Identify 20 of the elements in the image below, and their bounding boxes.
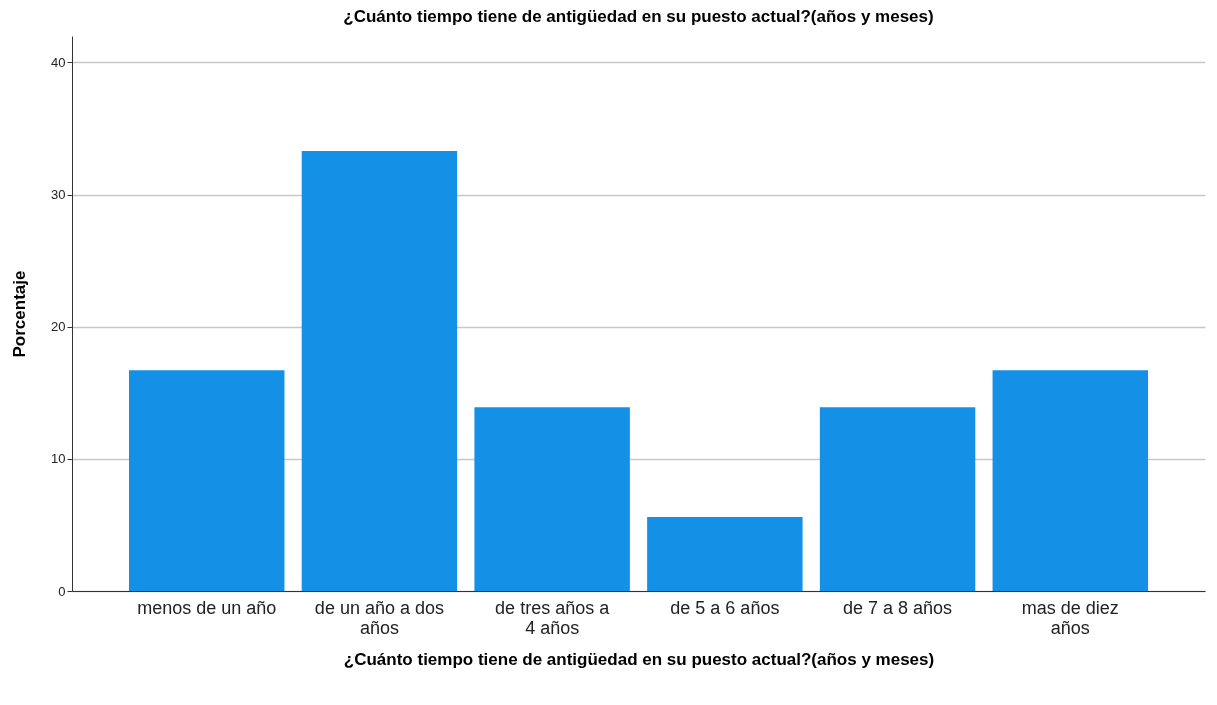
bar (992, 370, 1148, 591)
y-tick-label: 30 (51, 187, 66, 203)
y-axis-title: Porcentaje (10, 270, 30, 358)
y-tick-label: 0 (58, 583, 66, 599)
x-tick-label: de 5 a 6 años (670, 597, 780, 618)
x-tick-label: de tres años a 4 años (495, 597, 611, 638)
x-tick-label: de un año a dos años (314, 597, 444, 638)
y-tick-label: 10 (51, 451, 66, 467)
bar (647, 517, 803, 591)
bar (129, 370, 285, 591)
x-tick-label: menos de un año (137, 597, 277, 618)
y-tick-label: 40 (51, 54, 66, 70)
x-tick-label: de 7 a 8 años (843, 597, 953, 618)
bar (301, 150, 458, 591)
x-tick-label: mas de diez años (1021, 597, 1119, 638)
bar (474, 407, 630, 591)
bar (819, 407, 976, 591)
chart-title: ¿Cuánto tiempo tiene de antigüedad en su puesto actual?(años y meses) (343, 7, 934, 26)
y-tick-label: 20 (51, 319, 66, 335)
x-axis-title: ¿Cuánto tiempo tiene de antigüedad en su puesto actual?(años y meses) (343, 649, 935, 669)
